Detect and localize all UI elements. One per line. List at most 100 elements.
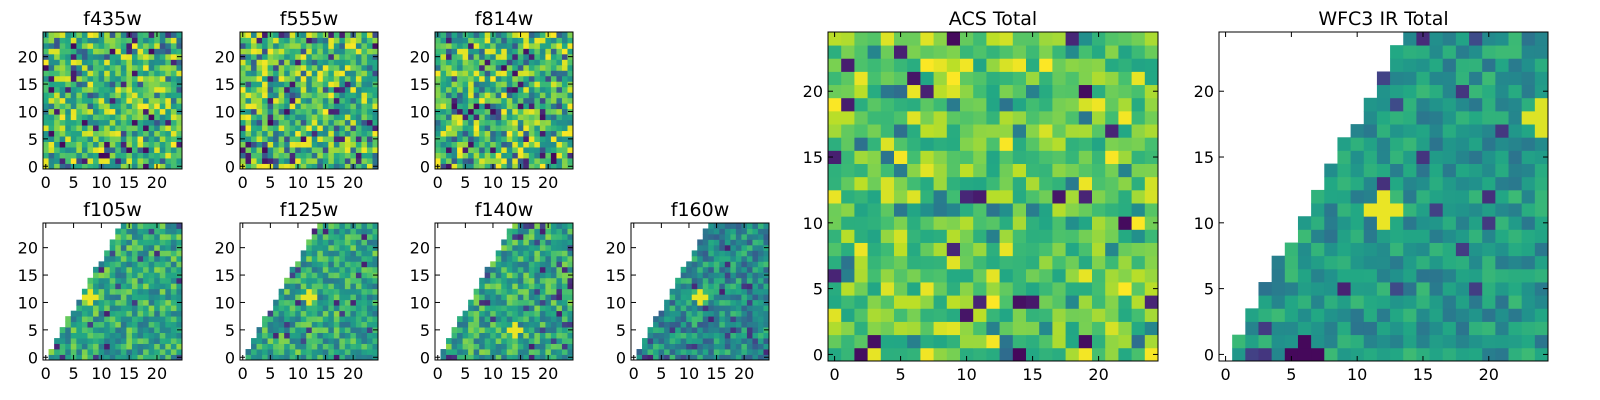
heatmap-cell [344, 332, 351, 339]
heatmap-cell [165, 70, 172, 77]
heatmap-cell [159, 147, 166, 153]
heatmap-cell [473, 294, 480, 301]
heatmap-cell [93, 343, 99, 350]
heatmap-cell [154, 119, 161, 126]
heatmap-cell [170, 64, 177, 71]
heatmap-cell [534, 108, 541, 115]
heatmap-cell [468, 64, 475, 71]
heatmap-cell [999, 124, 1014, 138]
heatmap-cell [719, 266, 726, 273]
heatmap-cell [512, 70, 519, 77]
heatmap-cell [137, 244, 144, 251]
heatmap-cell [350, 305, 357, 312]
heatmap-cell [894, 282, 908, 296]
heatmap-cell [512, 81, 519, 88]
heatmap-cell [159, 108, 166, 115]
heatmap-cell [1052, 242, 1066, 257]
heatmap-cell [251, 125, 257, 132]
heatmap-cell [539, 59, 546, 66]
heatmap-cell [284, 86, 291, 93]
heatmap-cell [65, 125, 72, 132]
heatmap-cell [300, 48, 307, 55]
heatmap-cell [65, 354, 72, 361]
heatmap-cell [854, 203, 868, 217]
heatmap-cell [708, 299, 715, 306]
heatmap-cell [43, 130, 49, 137]
heatmap-cell [59, 48, 66, 55]
heatmap-cell [366, 349, 373, 355]
heatmap-cell [289, 332, 296, 339]
heatmap-cell [333, 255, 340, 262]
heatmap-cell [556, 310, 563, 317]
heatmap-cell [451, 343, 458, 350]
heatmap-cell [126, 119, 133, 126]
heatmap-cell [763, 255, 770, 262]
heatmap-cell [501, 103, 508, 110]
heatmap-cell [251, 92, 257, 99]
heatmap-cell [1403, 163, 1417, 178]
heatmap-cell [669, 316, 676, 323]
heatmap-cell [468, 32, 475, 38]
heatmap-cell [757, 244, 764, 251]
heatmap-cell [523, 310, 530, 317]
heatmap-cell [539, 152, 546, 159]
heatmap-cell [159, 244, 166, 251]
heatmap-cell [517, 103, 524, 110]
heatmap-cell [828, 347, 842, 362]
heatmap-cell [159, 261, 166, 268]
heatmap-cell [763, 343, 770, 350]
heatmap-cell [170, 42, 177, 49]
heatmap-cell [484, 277, 491, 284]
heatmap-cell [973, 308, 987, 322]
heatmap-cell [1416, 189, 1430, 204]
heatmap-cell [311, 141, 318, 148]
heatmap-cell [920, 84, 934, 99]
heatmap-cell [484, 294, 491, 301]
heatmap-cell [986, 308, 1000, 322]
heatmap-cell [567, 130, 574, 137]
heatmap-cell [372, 250, 379, 257]
heatmap-cell [561, 64, 568, 71]
heatmap-cell [752, 343, 759, 350]
heatmap-cell [87, 332, 94, 339]
heatmap-cell [1118, 282, 1132, 296]
heatmap-cell [48, 136, 55, 142]
heatmap-cell [333, 147, 340, 153]
heatmap-cell [48, 141, 55, 148]
heatmap-cell [240, 141, 246, 148]
heatmap-cell [867, 282, 882, 296]
heatmap-cell [490, 147, 497, 153]
heatmap-cell [1131, 32, 1146, 46]
heatmap-cell [490, 349, 497, 355]
heatmap-cell [479, 130, 486, 137]
heatmap-cell [746, 244, 753, 251]
heatmap-cell [328, 255, 335, 262]
heatmap-cell [719, 294, 726, 301]
heatmap-cell [735, 255, 742, 262]
heatmap-cell [545, 141, 552, 148]
heatmap-cell [333, 299, 340, 306]
heatmap-cell [880, 84, 895, 99]
heatmap-cell [322, 321, 329, 328]
heatmap-cell [278, 108, 285, 115]
heatmap-cell [165, 299, 172, 306]
heatmap-cell [697, 255, 704, 262]
heatmap-cell [59, 70, 66, 77]
heatmap-cell [1337, 229, 1351, 243]
heatmap-cell [273, 310, 280, 317]
heatmap-cell [680, 294, 687, 301]
heatmap-cell [240, 103, 246, 110]
heatmap-cell [295, 64, 302, 71]
heatmap-cell [43, 64, 49, 71]
heatmap-cell [81, 316, 88, 323]
heatmap-cell [322, 299, 329, 306]
heatmap-cell [104, 70, 111, 77]
heatmap-cell [344, 354, 351, 361]
heatmap-cell [1092, 216, 1106, 230]
heatmap-cell [556, 272, 563, 279]
heatmap-cell [561, 32, 568, 38]
heatmap-cell [1429, 110, 1444, 125]
heatmap-cell [1534, 97, 1549, 112]
heatmap-cell [81, 32, 88, 38]
heatmap-cell [251, 152, 257, 159]
